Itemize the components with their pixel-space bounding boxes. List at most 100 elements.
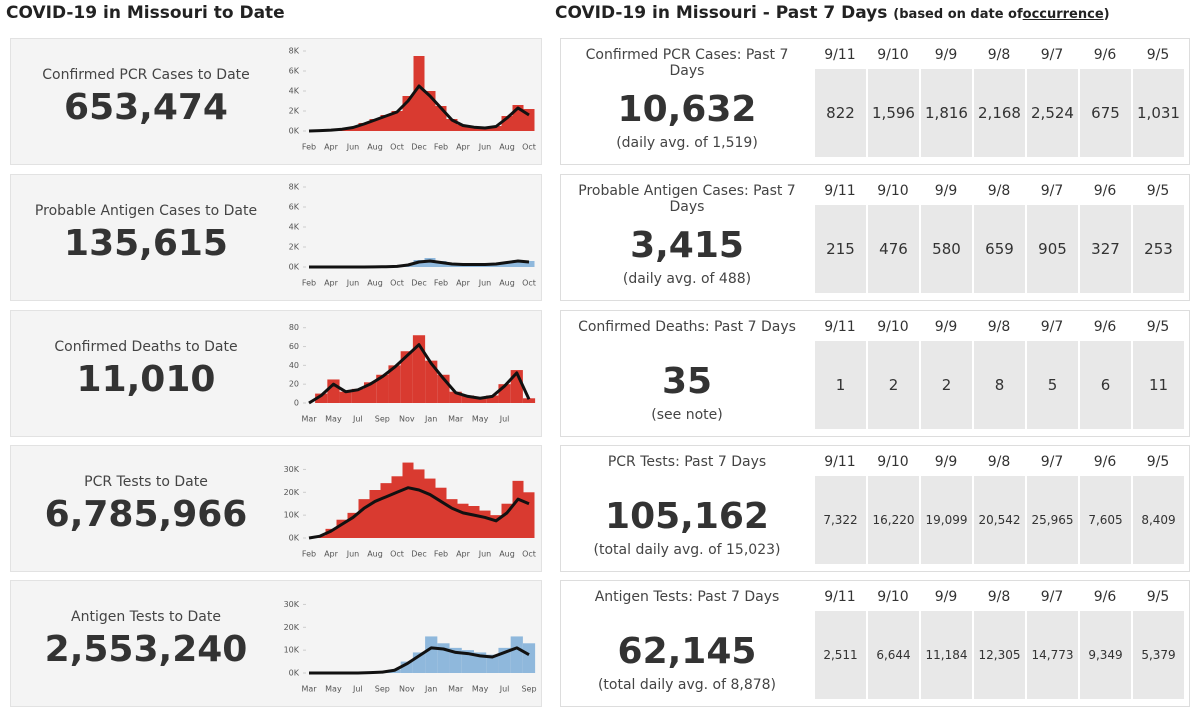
- mini-chart: 0K 10K 20K 30K Mar May Jul Sep Nov Jan Mar May Jul Se…: [284, 600, 537, 694]
- x-tick-label: Aug: [499, 143, 515, 152]
- bar: [501, 116, 513, 131]
- x-tick-label: Dec: [411, 550, 426, 559]
- bar: [523, 492, 535, 538]
- bar: [512, 480, 524, 538]
- bar: [474, 398, 487, 403]
- metric-note: (see note): [651, 407, 723, 423]
- left-title: COVID-19 in Missouri to Date: [6, 3, 285, 23]
- x-tick-label: May: [325, 415, 342, 424]
- x-tick-label: Mar: [301, 415, 317, 424]
- bar: [523, 109, 535, 131]
- metric-total: 135,615: [64, 223, 228, 264]
- y-tick-label: 10K: [284, 511, 300, 520]
- metric-label: Confirmed PCR Cases to Date: [42, 67, 250, 83]
- bar: [457, 125, 469, 131]
- date-header: 9/9: [934, 47, 958, 63]
- left-panel: PCR Tests to Date 6,785,966 0K 10K 20K 30K Feb…: [10, 445, 542, 572]
- right-title: COVID-19 in Missouri - Past 7 Days: [555, 3, 888, 23]
- date-header: 9/8: [987, 454, 1011, 470]
- metric-note: (daily avg. of 1,519): [616, 135, 758, 151]
- y-tick-label: 8K: [289, 47, 300, 56]
- x-tick-label: Dec: [411, 143, 426, 152]
- metric-note: (total daily avg. of 8,878): [597, 677, 777, 693]
- y-tick-label: 30K: [284, 465, 300, 474]
- average-line: [309, 646, 530, 675]
- value-cell: 659: [974, 205, 1025, 293]
- value-cell: 1,816: [921, 69, 972, 157]
- value-cell: 9,349: [1080, 611, 1131, 699]
- y-tick-label: 0K: [289, 263, 300, 272]
- date-header: 9/6: [1093, 183, 1117, 199]
- y-tick-label: 2K: [289, 107, 300, 116]
- value-cell: 2,511: [815, 611, 866, 699]
- metric-total: 10,632: [617, 89, 757, 130]
- right-title-row: COVID-19 in Missouri - Past 7 Days (base…: [555, 3, 1110, 23]
- bar: [358, 499, 370, 538]
- y-tick-label: 10K: [284, 646, 300, 655]
- value-cell: 5: [1027, 341, 1078, 429]
- value-cell: 8: [974, 341, 1025, 429]
- bar: [325, 528, 337, 538]
- x-tick-label: Feb: [434, 143, 448, 152]
- bar: [336, 519, 348, 538]
- date-header: 9/7: [1040, 47, 1064, 63]
- right-panel: PCR Tests: Past 7 Days 105,162 (total dail…: [560, 445, 1190, 572]
- bar: [369, 490, 381, 538]
- x-tick-label: Feb: [434, 550, 448, 559]
- date-header: 9/6: [1093, 589, 1117, 605]
- bar: [446, 119, 458, 131]
- x-tick-label: Feb: [302, 279, 316, 288]
- value-cell: 2,168: [974, 69, 1025, 157]
- left-panel: Confirmed PCR Cases to Date 653,474 0K 2K 4K…: [10, 38, 542, 165]
- value-cell: 16,220: [868, 476, 919, 564]
- x-tick-label: Jul: [499, 685, 510, 694]
- x-tick-label: Jun: [346, 143, 360, 152]
- x-tick-label: Apr: [456, 279, 471, 288]
- value-cell: 2: [921, 341, 972, 429]
- right-panel: Antigen Tests: Past 7 Days 62,145 (total d…: [560, 580, 1190, 707]
- metric-total: 62,145: [617, 631, 757, 672]
- average-line: [308, 486, 530, 540]
- value-cell: 327: [1080, 205, 1131, 293]
- metric-total: 105,162: [605, 496, 769, 537]
- value-cell: 215: [815, 205, 866, 293]
- x-tick-label: Mar: [448, 415, 464, 424]
- value-cell: 14,773: [1027, 611, 1078, 699]
- x-tick-label: May: [472, 415, 489, 424]
- x-tick-label: Oct: [390, 279, 404, 288]
- bar: [486, 654, 499, 673]
- date-header: 9/8: [987, 319, 1011, 335]
- bar: [435, 106, 447, 131]
- bar: [413, 56, 425, 131]
- x-tick-label: Jun: [346, 550, 360, 559]
- x-tick-label: Jun: [478, 550, 492, 559]
- x-tick-label: Jun: [478, 143, 492, 152]
- x-tick-label: May: [325, 685, 342, 694]
- date-header: 9/5: [1146, 319, 1170, 335]
- date-header: 9/10: [877, 319, 909, 335]
- date-header: 9/6: [1093, 454, 1117, 470]
- value-cell: 7,322: [815, 476, 866, 564]
- bar: [425, 636, 438, 673]
- bar: [486, 395, 499, 403]
- date-header: 9/8: [987, 589, 1011, 605]
- date-header: 9/7: [1040, 589, 1064, 605]
- x-tick-label: Oct: [522, 550, 536, 559]
- value-cell: 2,524: [1027, 69, 1078, 157]
- value-cell: 11: [1133, 341, 1184, 429]
- y-tick-label: 2K: [289, 243, 300, 252]
- right-note: (based on date of: [893, 7, 1023, 22]
- right-panel: Probable Antigen Cases: Past 7 Days 3,415…: [560, 174, 1190, 301]
- date-header: 9/11: [824, 589, 856, 605]
- date-header: 9/5: [1146, 183, 1170, 199]
- right-note-link[interactable]: occurrence: [1022, 7, 1104, 22]
- x-tick-label: Jun: [346, 279, 360, 288]
- y-tick-label: 4K: [289, 87, 300, 96]
- right-panel: Confirmed Deaths: Past 7 Days 35 (see note…: [560, 310, 1190, 437]
- y-tick-label: 30K: [284, 600, 300, 609]
- value-cell: 905: [1027, 205, 1078, 293]
- value-cell: 476: [868, 205, 919, 293]
- x-tick-label: Oct: [522, 143, 536, 152]
- date-header: 9/7: [1040, 454, 1064, 470]
- mini-chart: 0K 2K 4K 6K 8K Feb Apr Jun Aug Oct Dec Feb Apr Jun Aug…: [289, 183, 536, 288]
